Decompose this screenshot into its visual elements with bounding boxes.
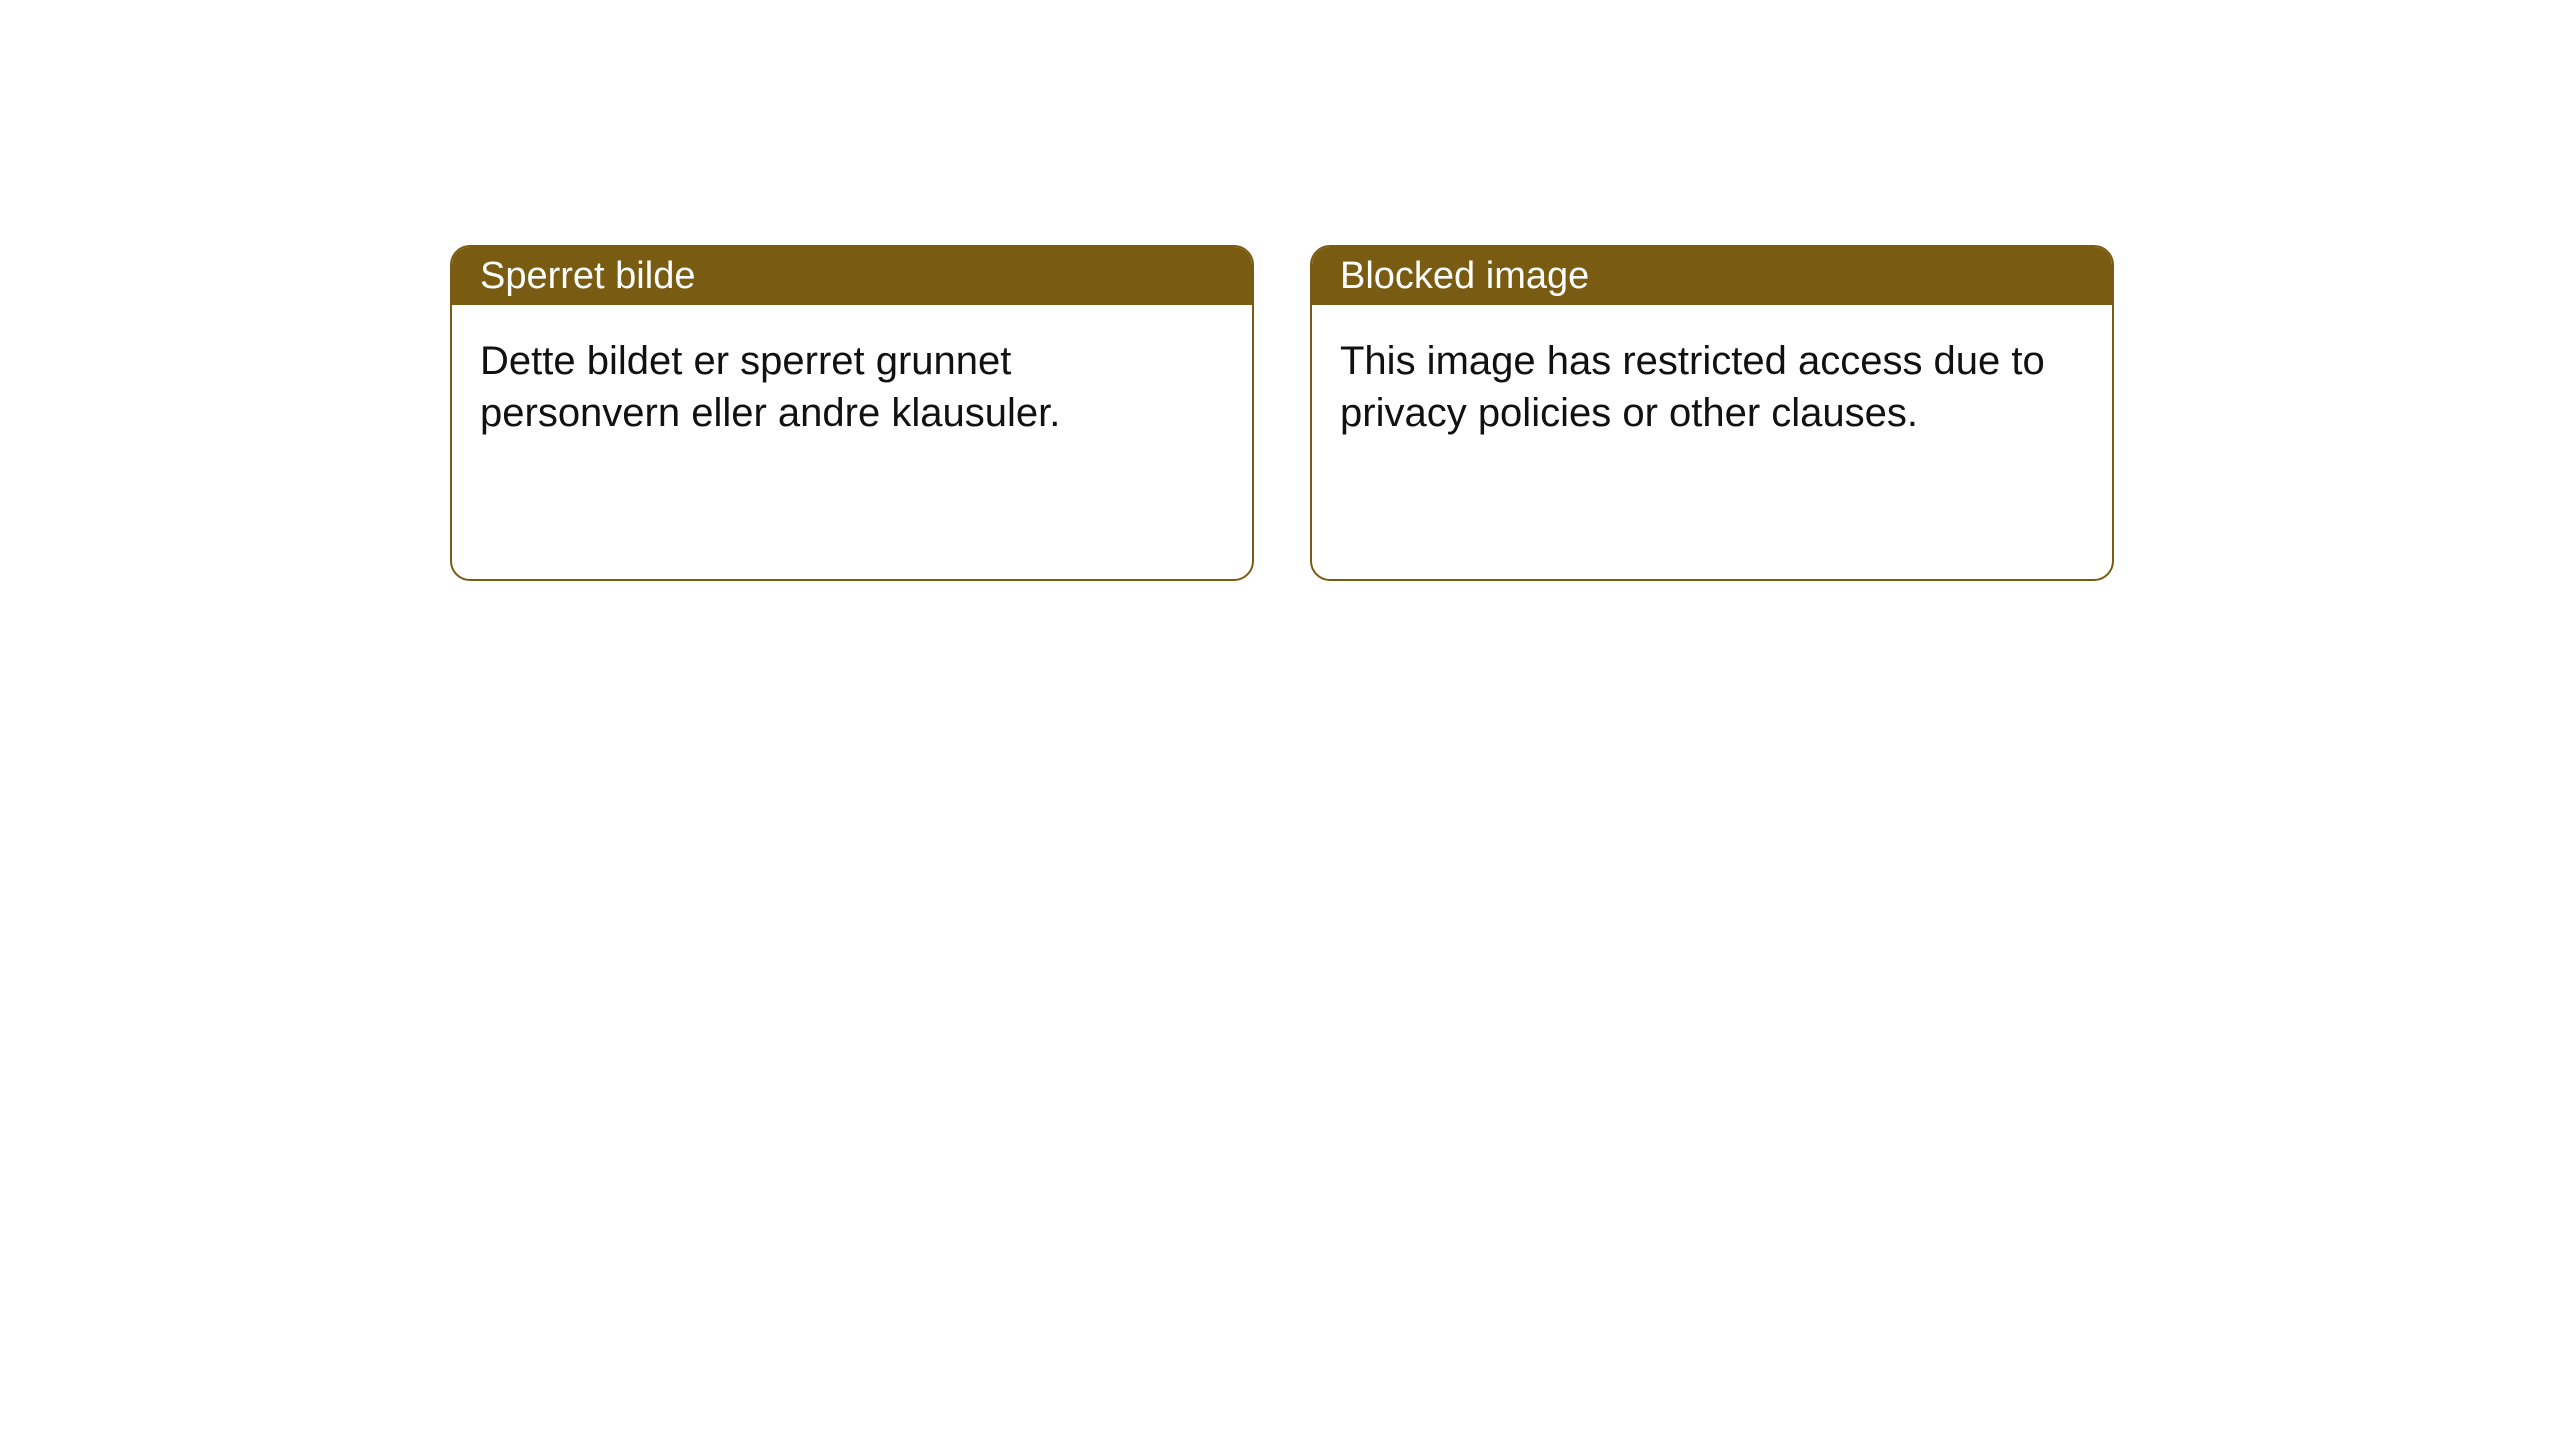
card-body: This image has restricted access due to … (1312, 305, 2112, 439)
card-title: Blocked image (1340, 255, 1589, 298)
page-canvas: Sperret bilde Dette bildet er sperret gr… (0, 0, 2560, 1440)
blocked-image-card-no: Sperret bilde Dette bildet er sperret gr… (450, 245, 1254, 581)
card-body: Dette bildet er sperret grunnet personve… (452, 305, 1252, 439)
card-header: Sperret bilde (452, 247, 1252, 305)
blocked-image-card-en: Blocked image This image has restricted … (1310, 245, 2114, 581)
card-body-text: Dette bildet er sperret grunnet personve… (480, 339, 1060, 435)
card-title: Sperret bilde (480, 255, 695, 298)
card-body-text: This image has restricted access due to … (1340, 339, 2045, 435)
card-header: Blocked image (1312, 247, 2112, 305)
